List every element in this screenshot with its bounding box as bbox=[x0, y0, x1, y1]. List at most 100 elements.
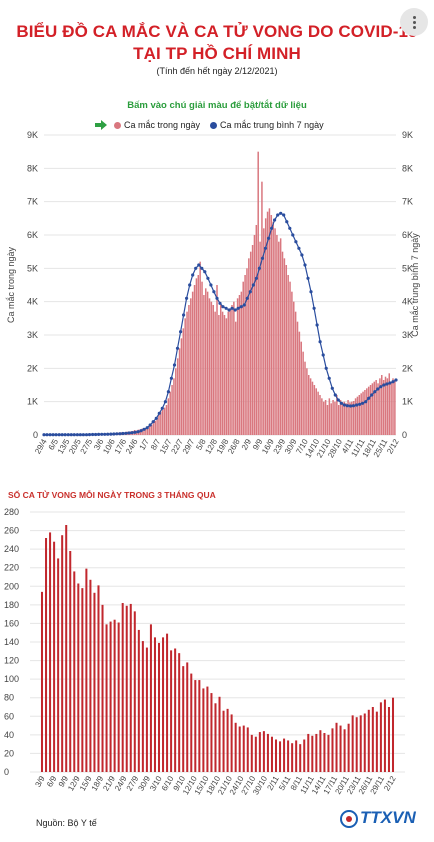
legend-item-daily[interactable]: Ca mắc trong ngày bbox=[114, 120, 200, 130]
average-point bbox=[315, 323, 319, 327]
daily-case-bar bbox=[234, 321, 237, 435]
average-point bbox=[306, 276, 310, 280]
daily-case-bar bbox=[278, 241, 280, 435]
daily-case-bar bbox=[233, 301, 235, 435]
death-bar bbox=[347, 723, 350, 772]
daily-case-bar bbox=[139, 429, 141, 435]
daily-case-bar bbox=[337, 405, 340, 435]
daily-case-bar bbox=[283, 258, 286, 435]
average-point bbox=[100, 432, 104, 436]
average-point bbox=[45, 433, 49, 437]
y-tick-left: 5K bbox=[27, 263, 38, 273]
average-point bbox=[194, 266, 198, 270]
average-point bbox=[206, 276, 210, 280]
average-point bbox=[273, 218, 277, 222]
death-bar bbox=[254, 736, 257, 772]
average-point bbox=[169, 376, 173, 380]
y-tick: 180 bbox=[4, 600, 19, 610]
average-point bbox=[361, 401, 365, 405]
death-bar bbox=[125, 605, 128, 772]
death-bar bbox=[166, 633, 169, 772]
daily-case-bar bbox=[293, 301, 295, 435]
daily-case-bar bbox=[165, 405, 168, 435]
y-tick: 240 bbox=[4, 544, 19, 554]
death-bar bbox=[97, 585, 100, 772]
daily-case-bar bbox=[298, 331, 301, 435]
average-point bbox=[179, 330, 183, 334]
x-tick-label: 2/12 bbox=[385, 437, 401, 455]
y-tick: 140 bbox=[4, 637, 19, 647]
death-bar bbox=[149, 624, 152, 772]
average-point bbox=[218, 301, 222, 305]
average-point bbox=[358, 402, 362, 406]
y-tick: 260 bbox=[4, 526, 19, 536]
legend-item-average[interactable]: Ca mắc trung bình 7 ngày bbox=[210, 120, 324, 130]
daily-case-bar bbox=[251, 245, 254, 435]
average-point bbox=[163, 400, 167, 404]
daily-case-bar bbox=[274, 228, 276, 435]
daily-case-bar bbox=[306, 368, 308, 435]
daily-case-bar bbox=[206, 291, 209, 435]
daily-case-bar bbox=[188, 305, 190, 435]
daily-case-bar bbox=[178, 348, 181, 435]
cases-chart: 0 0 1K 1K 2K 2K 3K 3K 4K 4K 5K 5K 6K 6K 7K 7K 8K 8K 9K 9K Ca… bbox=[6, 130, 420, 459]
average-point bbox=[251, 283, 255, 287]
death-bar bbox=[198, 680, 201, 772]
daily-case-bar bbox=[373, 381, 376, 435]
y-tick-right: 8K bbox=[402, 163, 413, 173]
more-options-button[interactable] bbox=[400, 8, 428, 36]
chart-title-line2: TẠI TP HỒ CHÍ MINH bbox=[133, 44, 301, 63]
daily-case-bar bbox=[289, 281, 291, 435]
average-point bbox=[291, 233, 295, 237]
y-tick-left: 2K bbox=[27, 363, 38, 373]
death-bar bbox=[343, 729, 346, 772]
average-point bbox=[57, 433, 61, 437]
daily-case-bar bbox=[210, 301, 213, 435]
daily-case-bar bbox=[205, 288, 207, 435]
daily-case-bar bbox=[212, 305, 215, 435]
death-bar bbox=[40, 591, 44, 772]
death-bar bbox=[49, 532, 52, 772]
daily-case-bar bbox=[152, 423, 155, 435]
ttxvn-logo: TTXVN bbox=[340, 808, 416, 828]
daily-case-bar bbox=[366, 388, 368, 435]
average-point bbox=[391, 380, 395, 384]
daily-case-bar bbox=[186, 311, 188, 435]
y-tick-right: 1K bbox=[402, 397, 413, 407]
legend-label-daily: Ca mắc trong ngày bbox=[124, 120, 201, 130]
daily-case-bar bbox=[360, 393, 362, 435]
y-tick-left: 1K bbox=[27, 397, 38, 407]
average-point bbox=[236, 306, 240, 310]
death-bar bbox=[113, 619, 116, 772]
average-point bbox=[148, 423, 152, 427]
y-tick-right: 9K bbox=[402, 130, 413, 140]
y-tick-left: 8K bbox=[27, 163, 38, 173]
average-point bbox=[203, 270, 207, 274]
daily-case-bar bbox=[190, 298, 192, 435]
daily-case-bar bbox=[148, 426, 151, 435]
daily-case-bar bbox=[324, 400, 327, 435]
death-bar bbox=[274, 739, 278, 772]
daily-case-bar bbox=[313, 385, 316, 435]
daily-case-bar bbox=[354, 398, 357, 435]
death-bar bbox=[65, 525, 68, 772]
death-bar bbox=[359, 715, 362, 772]
daily-case-bar bbox=[229, 308, 231, 435]
daily-case-bar bbox=[369, 385, 372, 435]
death-bar bbox=[319, 730, 322, 772]
average-point bbox=[388, 381, 392, 385]
average-point bbox=[182, 313, 186, 317]
daily-case-bar bbox=[175, 368, 177, 435]
death-bar bbox=[162, 637, 165, 772]
daily-case-bar bbox=[279, 238, 282, 435]
y-tick-right: 3K bbox=[402, 330, 413, 340]
daily-case-bar bbox=[311, 381, 314, 435]
daily-case-bar bbox=[191, 291, 194, 435]
average-point bbox=[300, 253, 304, 257]
death-bar bbox=[323, 733, 326, 772]
daily-case-bar bbox=[287, 275, 289, 435]
average-point bbox=[312, 306, 316, 310]
daily-case-bar bbox=[336, 395, 338, 435]
average-point bbox=[42, 433, 46, 437]
daily-case-bar bbox=[291, 291, 293, 435]
